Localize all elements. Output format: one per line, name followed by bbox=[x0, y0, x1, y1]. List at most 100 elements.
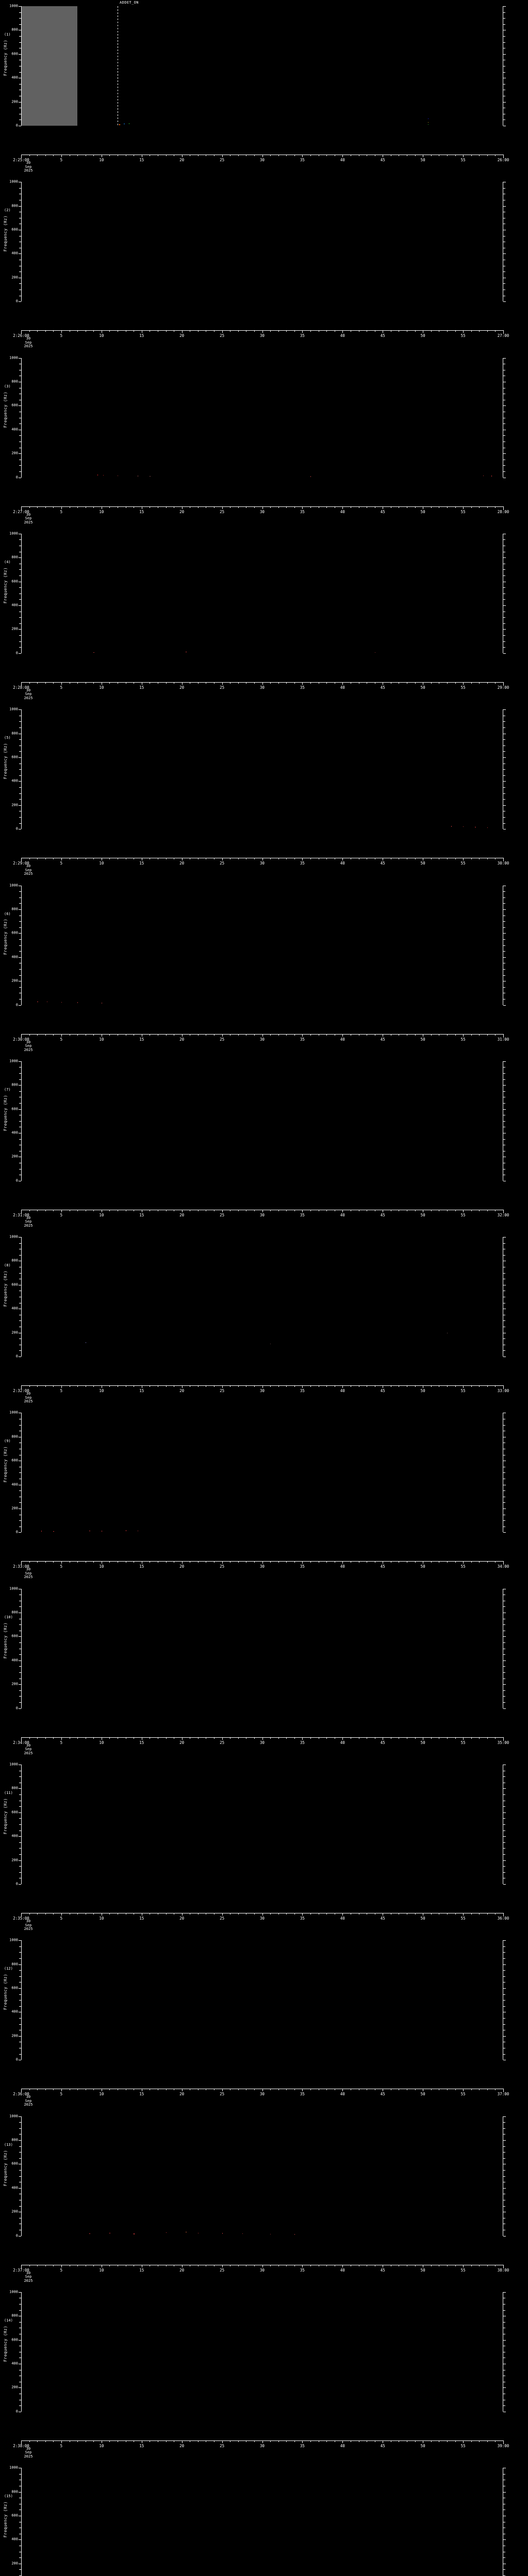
y-tick-label: 0 bbox=[15, 2233, 18, 2238]
y-tick bbox=[503, 405, 506, 406]
x-tick bbox=[415, 2264, 416, 2266]
x-tick bbox=[77, 330, 78, 332]
y-tick-label: 600 bbox=[11, 2513, 18, 2518]
x-tick bbox=[286, 1913, 287, 1914]
x-tick bbox=[415, 858, 416, 860]
x-tick bbox=[21, 1209, 22, 1213]
x-tick bbox=[53, 155, 54, 156]
x-tick bbox=[447, 858, 448, 860]
y-tick bbox=[503, 787, 505, 788]
x-tick bbox=[495, 155, 496, 156]
x-axis-date-label: 30 Sep 2025 bbox=[24, 1919, 33, 1931]
y-tick bbox=[503, 751, 505, 752]
x-axis-date-label: 30 Sep 2025 bbox=[24, 1216, 33, 1228]
x-tick bbox=[109, 858, 110, 860]
x-tick bbox=[302, 1209, 303, 1212]
date-line: 30 bbox=[26, 161, 31, 165]
x-tick bbox=[222, 1913, 223, 1916]
y-tick bbox=[503, 745, 505, 746]
y-tick-label: 400 bbox=[11, 1482, 18, 1487]
y-tick bbox=[19, 1502, 21, 1503]
y-tick-label: 0 bbox=[15, 1178, 18, 1183]
x-tick bbox=[262, 682, 263, 685]
x-tick bbox=[77, 1209, 78, 1211]
y-tick bbox=[19, 2128, 21, 2129]
y-tick bbox=[19, 775, 21, 776]
x-tick bbox=[278, 330, 279, 332]
x-tick bbox=[455, 1033, 456, 1036]
y-tick bbox=[503, 1818, 505, 1819]
y-tick bbox=[503, 569, 505, 570]
y-tick-label: 400 bbox=[11, 603, 18, 607]
y-tick bbox=[503, 1696, 505, 1697]
y-tick bbox=[503, 1666, 505, 1667]
x-tick bbox=[182, 2089, 183, 2092]
x-axis-date-label: 30 Sep 2025 bbox=[24, 1040, 33, 1053]
y-tick bbox=[503, 617, 505, 618]
x-tick bbox=[447, 506, 448, 508]
y-tick bbox=[503, 1994, 505, 1995]
x-tick-label-end: 36:00 bbox=[497, 1916, 509, 1921]
x-axis: 2:28:00 5 10 15 20 25 30 35 40 45 50 55 29:00 30 Sep 20… bbox=[13, 682, 509, 700]
x-tick bbox=[197, 1737, 199, 1739]
x-tick bbox=[294, 682, 295, 684]
y-tick bbox=[19, 2569, 21, 2570]
y-tick bbox=[503, 1273, 505, 1274]
x-tick-label: 20 bbox=[179, 158, 185, 162]
x-tick bbox=[109, 1209, 110, 1211]
y-tick-label: 600 bbox=[11, 1810, 18, 1815]
x-tick bbox=[238, 1209, 239, 1211]
y-tick bbox=[19, 1061, 21, 1062]
x-tick-label-end: 26:00 bbox=[497, 158, 509, 162]
x-tick bbox=[286, 1737, 287, 1739]
y-tick bbox=[503, 2000, 505, 2001]
x-tick bbox=[61, 2264, 62, 2267]
y-tick-label: 600 bbox=[11, 227, 18, 232]
y-tick bbox=[503, 799, 505, 800]
x-tick-label: 45 bbox=[380, 2267, 385, 2273]
x-tick bbox=[238, 330, 239, 332]
y-tick bbox=[19, 1320, 21, 1321]
y-tick bbox=[503, 1606, 505, 1607]
y-tick bbox=[503, 2492, 506, 2493]
x-tick bbox=[45, 506, 46, 508]
x-axis: 2:33:00 5 10 15 20 25 30 35 40 45 50 55 34:00 30 Sep 20… bbox=[13, 1561, 509, 1579]
y-tick bbox=[19, 641, 21, 642]
x-tick bbox=[415, 330, 416, 332]
x-tick-label: 10 bbox=[99, 2267, 104, 2273]
x-tick bbox=[294, 858, 295, 860]
x-tick bbox=[479, 1209, 480, 1211]
x-tick-label: 15 bbox=[139, 1564, 144, 1569]
x-tick bbox=[294, 1737, 295, 1739]
x-tick bbox=[254, 330, 255, 332]
y-tick bbox=[503, 435, 505, 436]
y-tick-label: 200 bbox=[11, 275, 18, 280]
y-tick bbox=[19, 2176, 21, 2177]
x-tick-label-start: 2:38:00 bbox=[13, 2443, 29, 2448]
data-layer bbox=[21, 1589, 503, 1708]
data-layer bbox=[21, 182, 503, 301]
x-tick bbox=[53, 506, 54, 508]
detection-marker bbox=[97, 474, 98, 476]
x-tick bbox=[278, 1209, 279, 1211]
x-tick bbox=[471, 1561, 472, 1563]
y-tick-label: 600 bbox=[11, 1107, 18, 1111]
x-tick bbox=[222, 1737, 223, 1740]
x-tick bbox=[431, 155, 432, 156]
x-tick bbox=[479, 2264, 480, 2266]
date-line: 2025 bbox=[24, 1575, 33, 1580]
y-tick-label: 800 bbox=[11, 731, 18, 736]
y-axis-title: Frequency (Hz) bbox=[3, 2149, 8, 2186]
x-tick bbox=[455, 858, 456, 860]
x-tick bbox=[302, 330, 303, 333]
x-tick bbox=[310, 330, 311, 332]
y-tick bbox=[503, 1079, 505, 1080]
y-tick bbox=[503, 18, 505, 19]
axis-rail-left bbox=[21, 1588, 22, 1708]
y-tick bbox=[19, 969, 21, 970]
y-tick-label: 0 bbox=[15, 651, 18, 655]
y-tick-label: 800 bbox=[11, 2489, 18, 2494]
y-tick bbox=[19, 727, 21, 728]
x-tick bbox=[197, 2089, 199, 2091]
y-tick-label: 400 bbox=[11, 778, 18, 783]
